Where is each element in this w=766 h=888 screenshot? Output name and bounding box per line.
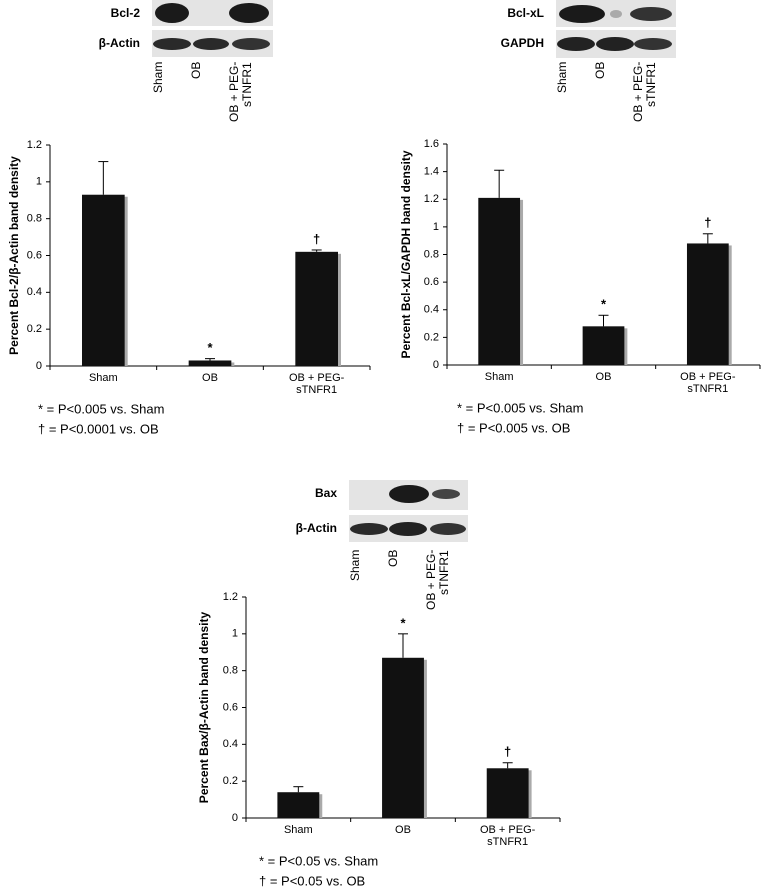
bar: [478, 197, 521, 365]
blot-image: [152, 0, 273, 57]
y-tick-label: 0.4: [223, 738, 238, 750]
category-text: OB: [395, 824, 411, 836]
footnote: * = P<0.005 vs. Sham: [457, 400, 583, 415]
blot-lane-label: OB: [594, 62, 607, 80]
lane-text: OB: [387, 550, 400, 568]
blot-row-label: Bax: [315, 486, 337, 500]
x-tick-label: OB + PEG-sTNFR1: [479, 824, 536, 848]
bar: [277, 792, 320, 818]
y-tick-label: 1.2: [223, 591, 238, 603]
category-text: Sham: [484, 371, 514, 383]
bar: [486, 768, 529, 818]
blot-image: [556, 0, 676, 58]
x-tick-label: Sham: [88, 372, 118, 384]
blot-lane-label: OB + PEG-sTNFR1: [425, 550, 451, 611]
lane-text: Sham: [152, 62, 165, 94]
category-text: OB: [595, 371, 612, 383]
blot-lane-label: OB + PEG-sTNFR1: [632, 62, 658, 123]
category-text: OB: [202, 372, 218, 384]
y-axis-label: Percent Bax/β-Actin band density: [197, 611, 211, 803]
lane-text: OB + PEG-sTNFR1: [632, 62, 658, 123]
y-tick-label: 0.8: [424, 248, 439, 260]
y-tick-label: 1.2: [27, 139, 42, 151]
y-tick-label: 0.2: [424, 331, 439, 343]
blot-row-label: β-Actin: [99, 36, 140, 50]
blot-row-label: GAPDH: [501, 36, 544, 50]
blot-lane-label: OB: [387, 550, 400, 568]
blot-image: [349, 480, 468, 542]
footnote: † = P<0.005 vs. OB: [457, 420, 570, 435]
lane-text: OB + PEG-sTNFR1: [228, 62, 254, 123]
y-tick-label: 0.6: [223, 701, 238, 713]
bar: [295, 251, 338, 366]
y-tick-label: 0.2: [223, 775, 238, 787]
blot-lane-label: OB: [190, 62, 203, 80]
y-tick-label: 0: [232, 812, 238, 824]
y-tick-label: 0.2: [27, 323, 42, 335]
blot-row-label: β-Actin: [296, 521, 337, 535]
significance-marker: †: [704, 215, 711, 230]
bar: [188, 360, 232, 366]
lane-text: Sham: [349, 550, 362, 582]
footnote: † = P<0.0001 vs. OB: [38, 421, 159, 436]
y-tick-label: 0: [433, 359, 439, 371]
y-tick-label: 1.2: [424, 193, 439, 205]
footnote: † = P<0.05 vs. OB: [259, 873, 365, 888]
significance-marker: *: [601, 297, 607, 312]
lane-text: OB + PEG-sTNFR1: [425, 550, 451, 611]
y-tick-label: 1: [36, 176, 42, 188]
significance-marker: *: [207, 340, 213, 355]
y-tick-label: 1: [433, 221, 439, 233]
x-tick-label: OB: [595, 371, 612, 383]
y-tick-label: 0.4: [424, 304, 439, 316]
significance-marker: †: [313, 231, 320, 246]
x-tick-label: OB + PEG-sTNFR1: [680, 371, 736, 395]
y-tick-label: 0.4: [27, 286, 42, 298]
y-tick-label: 0: [36, 360, 42, 372]
lane-text: OB: [594, 62, 607, 80]
footnote: * = P<0.005 vs. Sham: [38, 401, 164, 416]
blot-row-label: Bcl-2: [111, 6, 141, 20]
lane-text: OB: [190, 62, 203, 80]
y-axis-label: Percent Bcl-xL/GAPDH band density: [399, 150, 413, 358]
category-text: OB + PEG-sTNFR1: [479, 824, 536, 848]
blot-row-label: Bcl-xL: [507, 6, 544, 20]
x-tick-label: OB: [395, 824, 411, 836]
significance-marker: *: [400, 615, 406, 630]
x-tick-label: OB: [202, 372, 218, 384]
blot-lane-label: Sham: [152, 62, 165, 94]
bar: [382, 657, 424, 818]
x-tick-label: Sham: [283, 824, 313, 836]
bar: [82, 194, 125, 366]
category-text: Sham: [88, 372, 118, 384]
x-tick-label: Sham: [484, 371, 514, 383]
y-axis-label: Percent Bcl-2/β-Actin band density: [7, 156, 21, 355]
y-tick-label: 0.6: [27, 249, 42, 261]
y-tick-label: 1.6: [424, 138, 439, 150]
x-tick-label: OB + PEG-sTNFR1: [288, 372, 345, 396]
category-text: Sham: [283, 824, 313, 836]
y-tick-label: 1.4: [424, 166, 439, 178]
category-text: OB + PEG-sTNFR1: [288, 372, 345, 396]
blot-lane-label: Sham: [349, 550, 362, 582]
y-tick-label: 0.6: [424, 276, 439, 288]
footnote: * = P<0.05 vs. Sham: [259, 853, 378, 868]
significance-marker: †: [504, 744, 511, 759]
bar: [686, 243, 729, 365]
lane-text: Sham: [556, 62, 569, 94]
y-tick-label: 0.8: [223, 665, 238, 677]
y-tick-label: 1: [232, 628, 238, 640]
bar: [582, 326, 625, 365]
y-tick-label: 0.8: [27, 213, 42, 225]
category-text: OB + PEG-sTNFR1: [680, 371, 736, 395]
blot-lane-label: OB + PEG-sTNFR1: [228, 62, 254, 123]
blot-lane-label: Sham: [556, 62, 569, 94]
